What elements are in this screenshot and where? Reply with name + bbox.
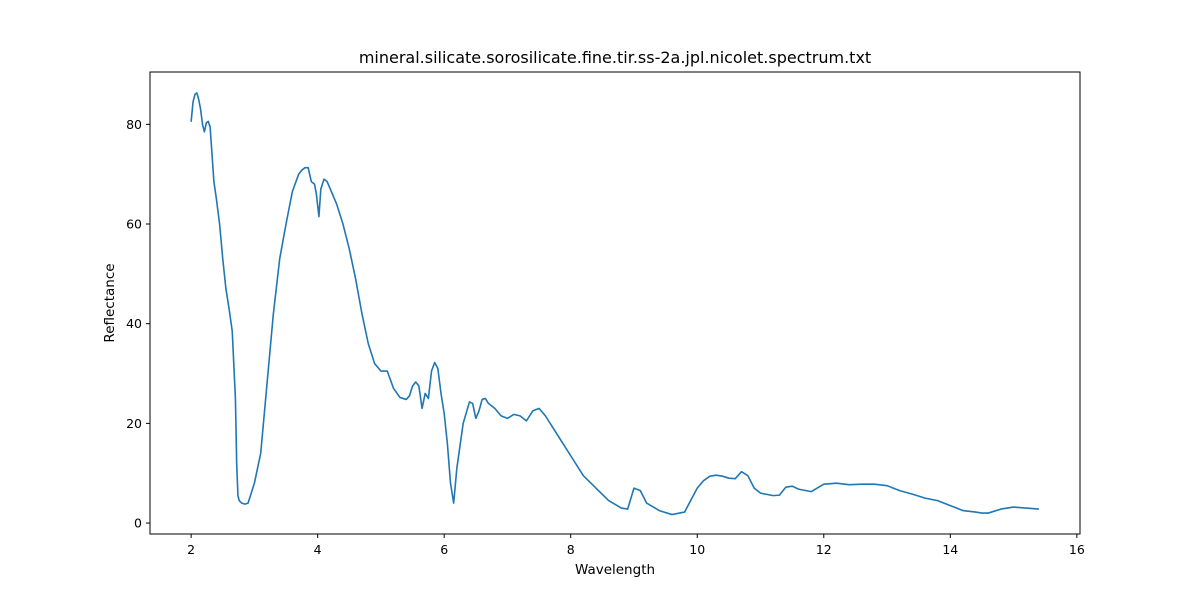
y-tick-label-3: 60 [126,217,142,232]
x-tick-label-0: 2 [187,542,195,557]
y-axis: 0 20 40 60 80 [126,117,150,531]
y-tick-label-4: 80 [126,117,142,132]
x-tick-label-6: 14 [942,542,958,557]
axes-background [150,72,1080,534]
y-axis-label: Reflectance [102,263,118,342]
series-layer [190,92,1039,516]
x-tick-label-3: 8 [567,542,575,557]
x-axis: 2 4 6 8 10 12 14 16 [187,534,1085,557]
x-axis-label: Wavelength [575,562,655,578]
y-tick-label-0: 0 [134,516,142,531]
y-tick-label-1: 20 [126,416,142,431]
chart-title: mineral.silicate.sorosilicate.fine.tir.s… [359,48,871,67]
x-tick-label-2: 6 [440,542,448,557]
series-line-0 [190,92,1039,516]
y-tick-label-2: 40 [126,316,142,331]
x-tick-label-1: 4 [314,542,322,557]
x-tick-label-5: 12 [816,542,832,557]
plot-area [149,71,1081,535]
axes-frame [149,71,1081,535]
x-tick-label-7: 16 [1069,542,1085,557]
x-tick-label-4: 10 [689,542,705,557]
